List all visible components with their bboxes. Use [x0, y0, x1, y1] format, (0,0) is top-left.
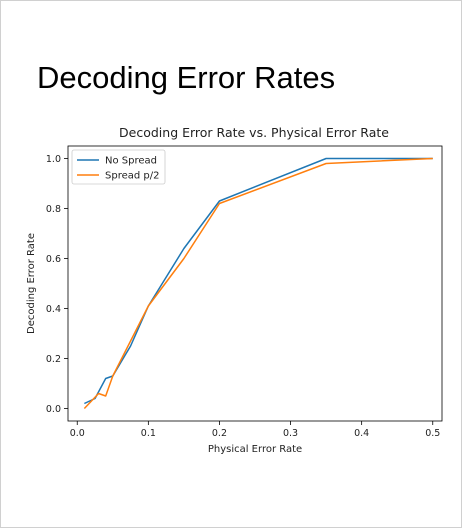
y-tick-label: 0.8	[46, 204, 61, 215]
series-line-spread	[83, 157, 433, 410]
y-tick-label: 1.0	[46, 154, 61, 165]
page-title: Decoding Error Rates	[37, 60, 336, 95]
x-tick-label: 0.4	[354, 428, 369, 439]
x-tick-label: 0.1	[141, 428, 156, 439]
legend-label-spread: Spread p/2	[105, 171, 159, 182]
x-axis-label: Physical Error Rate	[208, 444, 302, 455]
legend: No Spread Spread p/2	[71, 149, 166, 185]
plot-area	[67, 145, 443, 422]
y-tick-label: 0.0	[46, 404, 61, 415]
legend-label-no-spread: No Spread	[105, 156, 157, 167]
x-tick-label: 0.3	[283, 428, 298, 439]
x-tick-group: 0.0 0.1 0.2 0.3 0.4 0.5	[70, 421, 440, 439]
x-tick-label: 0.5	[425, 428, 440, 439]
x-tick-label: 0.2	[212, 428, 227, 439]
chart-title: Decoding Error Rate vs. Physical Error R…	[119, 125, 389, 140]
y-tick-label: 0.4	[46, 304, 61, 315]
y-tick-label: 0.6	[46, 254, 61, 265]
series-group	[83, 157, 433, 410]
series-line-no-spread	[84, 157, 433, 405]
y-tick-group: 0.0 0.2 0.4 0.6 0.8 1.0	[46, 154, 68, 415]
y-tick-label: 0.2	[46, 354, 61, 365]
x-tick-label: 0.0	[70, 428, 85, 439]
y-axis-label: Decoding Error Rate	[26, 233, 37, 334]
